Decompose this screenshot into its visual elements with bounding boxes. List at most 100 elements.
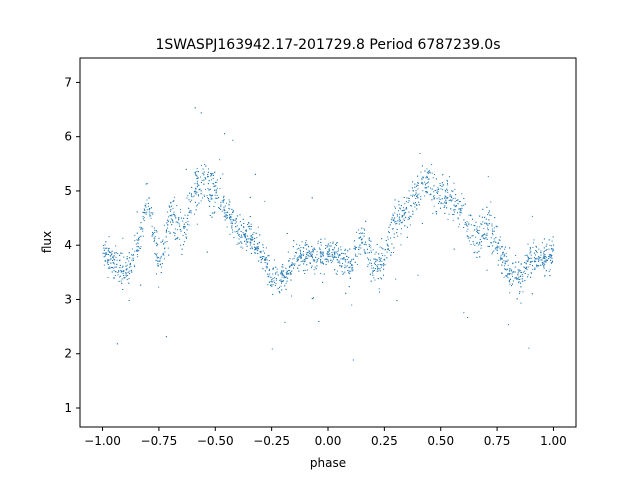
data-point bbox=[414, 186, 416, 188]
data-point bbox=[449, 200, 451, 202]
data-point bbox=[491, 223, 493, 225]
data-point bbox=[153, 227, 155, 229]
data-point bbox=[125, 268, 127, 270]
data-point bbox=[390, 254, 392, 256]
data-point bbox=[200, 182, 202, 183]
data-point bbox=[243, 223, 245, 224]
data-point bbox=[426, 168, 428, 170]
data-point bbox=[106, 253, 108, 255]
data-point bbox=[442, 203, 444, 205]
data-point bbox=[325, 264, 327, 265]
data-point bbox=[311, 298, 313, 300]
data-point bbox=[168, 216, 170, 218]
data-point bbox=[266, 266, 268, 268]
data-point bbox=[175, 221, 177, 223]
data-point bbox=[140, 235, 142, 237]
data-point bbox=[374, 279, 376, 281]
data-point bbox=[477, 229, 479, 231]
data-point bbox=[195, 193, 197, 195]
data-point bbox=[267, 273, 269, 275]
data-point bbox=[543, 254, 545, 256]
data-point bbox=[318, 257, 320, 259]
data-point bbox=[310, 254, 312, 256]
data-point bbox=[123, 275, 125, 276]
data-point bbox=[406, 226, 408, 228]
data-point bbox=[335, 272, 337, 274]
data-point bbox=[459, 214, 461, 216]
data-point bbox=[463, 312, 465, 314]
data-point bbox=[196, 186, 198, 188]
data-point bbox=[518, 261, 520, 263]
data-point bbox=[549, 269, 551, 271]
data-point bbox=[316, 260, 318, 262]
data-point bbox=[348, 267, 350, 269]
data-point bbox=[249, 196, 251, 198]
data-point bbox=[553, 249, 555, 251]
data-point bbox=[240, 236, 242, 238]
data-point bbox=[105, 247, 107, 249]
data-point bbox=[363, 249, 365, 251]
data-point bbox=[279, 286, 280, 288]
data-point bbox=[143, 209, 145, 211]
data-point bbox=[390, 219, 392, 221]
data-point bbox=[110, 257, 112, 259]
data-point bbox=[195, 209, 197, 211]
data-point bbox=[307, 252, 309, 254]
data-point bbox=[552, 260, 553, 262]
data-point bbox=[303, 259, 305, 261]
data-point bbox=[289, 271, 291, 273]
data-point bbox=[417, 274, 419, 276]
data-point bbox=[503, 265, 505, 267]
data-point bbox=[313, 269, 315, 271]
data-point bbox=[472, 235, 474, 237]
data-point bbox=[224, 133, 225, 135]
data-point bbox=[449, 194, 451, 196]
data-point bbox=[368, 259, 370, 261]
data-point bbox=[518, 279, 520, 280]
data-point bbox=[475, 242, 477, 244]
data-point bbox=[504, 262, 506, 264]
data-point bbox=[334, 269, 336, 271]
data-point bbox=[162, 240, 163, 242]
data-point bbox=[148, 211, 150, 213]
data-point bbox=[408, 200, 410, 202]
data-point bbox=[410, 216, 412, 218]
data-point bbox=[433, 198, 435, 200]
data-point bbox=[463, 219, 465, 221]
data-point bbox=[345, 261, 347, 263]
scatter-points bbox=[102, 107, 555, 361]
data-point bbox=[104, 255, 106, 257]
data-point bbox=[337, 261, 339, 263]
data-point bbox=[501, 257, 503, 259]
data-point bbox=[493, 250, 495, 252]
data-point bbox=[316, 254, 318, 256]
data-point bbox=[186, 237, 187, 239]
data-point bbox=[455, 205, 457, 207]
data-point bbox=[501, 246, 503, 248]
data-point bbox=[178, 223, 180, 225]
data-point bbox=[361, 227, 363, 229]
data-point bbox=[460, 209, 461, 211]
data-point bbox=[198, 189, 200, 191]
data-point bbox=[165, 236, 167, 238]
data-point bbox=[485, 222, 487, 224]
data-point bbox=[306, 248, 308, 250]
data-point bbox=[377, 270, 379, 272]
data-point bbox=[245, 243, 247, 245]
data-point bbox=[550, 256, 552, 258]
data-point bbox=[216, 179, 218, 181]
data-point bbox=[383, 274, 384, 276]
data-point bbox=[183, 227, 185, 229]
data-point bbox=[219, 188, 221, 190]
data-point bbox=[131, 271, 133, 273]
data-point bbox=[304, 261, 306, 262]
data-point bbox=[249, 228, 251, 230]
data-point bbox=[507, 274, 509, 276]
data-point bbox=[243, 234, 245, 236]
data-point bbox=[268, 255, 270, 257]
data-point bbox=[538, 248, 540, 250]
data-point bbox=[107, 250, 109, 252]
data-point bbox=[108, 251, 110, 252]
data-point bbox=[396, 232, 398, 234]
data-point bbox=[440, 188, 442, 190]
